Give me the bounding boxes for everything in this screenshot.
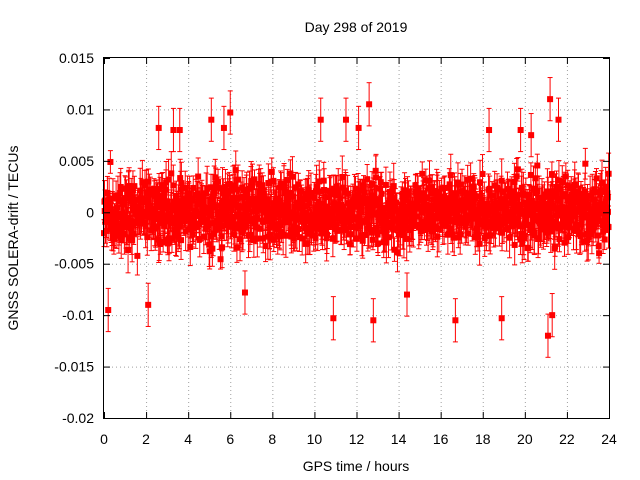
point-marker	[170, 182, 176, 188]
point-marker	[419, 171, 425, 177]
point-marker	[375, 240, 381, 246]
point-marker	[134, 253, 140, 259]
point-marker	[190, 185, 196, 191]
point-marker	[379, 191, 385, 197]
point-marker	[129, 237, 135, 243]
point-marker	[457, 231, 463, 237]
point-marker	[370, 237, 376, 243]
point-marker	[427, 178, 433, 184]
point-marker	[107, 159, 113, 165]
point-marker	[218, 256, 224, 262]
point-marker	[166, 177, 172, 183]
point-marker	[378, 179, 384, 185]
point-marker	[178, 237, 184, 243]
point-marker	[209, 246, 215, 252]
data-point	[107, 151, 113, 174]
point-marker	[178, 180, 184, 186]
point-marker	[219, 244, 225, 250]
point-marker	[254, 236, 260, 242]
data-point	[134, 237, 140, 275]
point-marker	[377, 185, 383, 191]
point-marker	[131, 183, 137, 189]
point-marker	[231, 231, 237, 237]
point-marker	[394, 249, 400, 255]
data-point	[218, 249, 224, 269]
point-marker	[383, 182, 389, 188]
point-marker	[215, 179, 221, 185]
point-marker	[203, 190, 209, 196]
point-marker	[195, 174, 201, 180]
chart: 0 2 4 6 8 10 12 14 16 18 20 22 24 -0.02-0.015-0.01-0…	[0, 0, 640, 480]
point-marker	[290, 194, 296, 200]
